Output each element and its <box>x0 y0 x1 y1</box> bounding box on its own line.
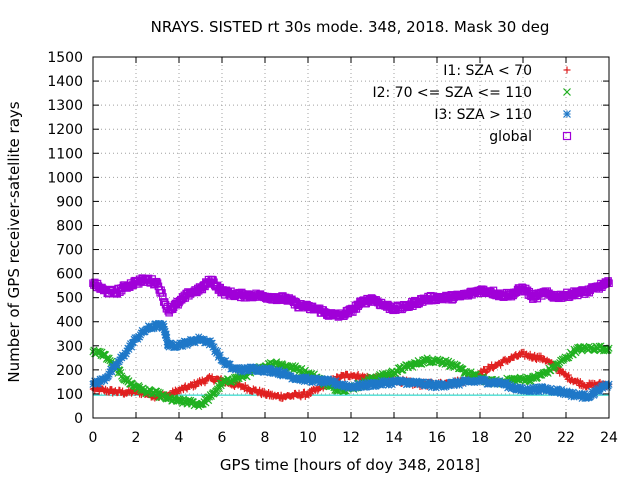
x-tick-label: 2 <box>132 430 141 446</box>
x-tick-label: 12 <box>342 430 360 446</box>
legend-entry-label: I3: SZA > 110 <box>434 107 532 123</box>
y-tick-label: 600 <box>56 267 83 283</box>
data-point-trail <box>603 278 612 287</box>
x-axis-label: GPS time [hours of doy 348, 2018] <box>220 456 480 474</box>
x-tick-label: 14 <box>385 430 403 446</box>
data-point-trail <box>158 289 166 297</box>
legend-entry-marker <box>563 88 571 96</box>
y-tick-labels: 0 100 200 300 400 500 600 700 800 900 1000 1100 1200… <box>47 50 83 427</box>
y-tick-label: 1200 <box>47 122 83 138</box>
legend-entry-label: I1: SZA < 70 <box>443 63 532 79</box>
data-point-trail <box>497 362 504 369</box>
y-tick-label: 0 <box>74 411 83 427</box>
y-tick-label: 1400 <box>47 74 83 90</box>
data-point-trail <box>152 277 161 286</box>
x-tick-label: 20 <box>514 430 532 446</box>
data-point-trail <box>341 374 348 381</box>
data-point <box>422 356 430 364</box>
y-tick-label: 700 <box>56 243 83 259</box>
y-axis-label: Number of GPS receiver-satellite rays <box>5 101 23 382</box>
legend-entry-marker <box>563 110 571 118</box>
data-point-trail <box>159 293 167 301</box>
y-tick-label: 1300 <box>47 98 83 114</box>
y-tick-label: 800 <box>56 218 83 234</box>
x-tick-label: 16 <box>428 430 446 446</box>
x-tick-label: 8 <box>261 430 270 446</box>
x-tick-label: 4 <box>175 430 184 446</box>
y-tick-label: 900 <box>56 194 83 210</box>
series-4 <box>89 274 613 321</box>
data-point-trail <box>565 371 572 379</box>
series-3 <box>89 319 613 403</box>
legend-entry-label: global <box>489 129 532 145</box>
data-point-trail <box>604 277 612 285</box>
chart-title: NRAYS. SISTED rt 30s mode. 348, 2018. Ma… <box>151 18 550 36</box>
data-point-trail <box>526 350 534 358</box>
y-tick-label: 100 <box>56 387 83 403</box>
x-tick-label: 10 <box>299 430 317 446</box>
series-markers <box>89 274 613 411</box>
y-tick-label: 300 <box>56 339 83 355</box>
data-point-trail <box>537 352 545 360</box>
y-tick-label: 200 <box>56 363 83 379</box>
y-tick-label: 400 <box>56 315 83 331</box>
legend-entry-label: I2: 70 <= SZA <= 110 <box>372 85 532 101</box>
legend-entry-marker <box>563 66 571 74</box>
axis-ticks <box>92 56 610 419</box>
data-point-trail <box>604 346 612 354</box>
x-tick-label: 6 <box>218 430 227 446</box>
x-tick-label: 18 <box>471 430 489 446</box>
y-tick-label: 1500 <box>47 50 83 66</box>
data-point-trail <box>403 362 412 370</box>
data-point-trail <box>244 384 252 391</box>
data-point-trail <box>354 370 362 378</box>
legend: I1: SZA < 70 I2: 70 <= SZA <= 110 I3: SZA … <box>372 63 572 145</box>
data-point-trail <box>260 387 268 395</box>
y-tick-label: 1000 <box>47 170 83 186</box>
gridlines <box>93 57 609 418</box>
data-point-trail <box>208 373 216 380</box>
y-tick-label: 1100 <box>47 146 83 162</box>
x-tick-label: 0 <box>89 430 98 446</box>
legend-entry-marker <box>562 131 572 141</box>
x-tick-labels: 0 2 4 6 8 10 12 14 16 18 20 22 24 <box>89 430 618 446</box>
y-tick-label: 500 <box>56 291 83 307</box>
x-tick-label: 24 <box>600 430 618 446</box>
data-point-trail <box>128 390 135 397</box>
x-tick-label: 22 <box>557 430 575 446</box>
